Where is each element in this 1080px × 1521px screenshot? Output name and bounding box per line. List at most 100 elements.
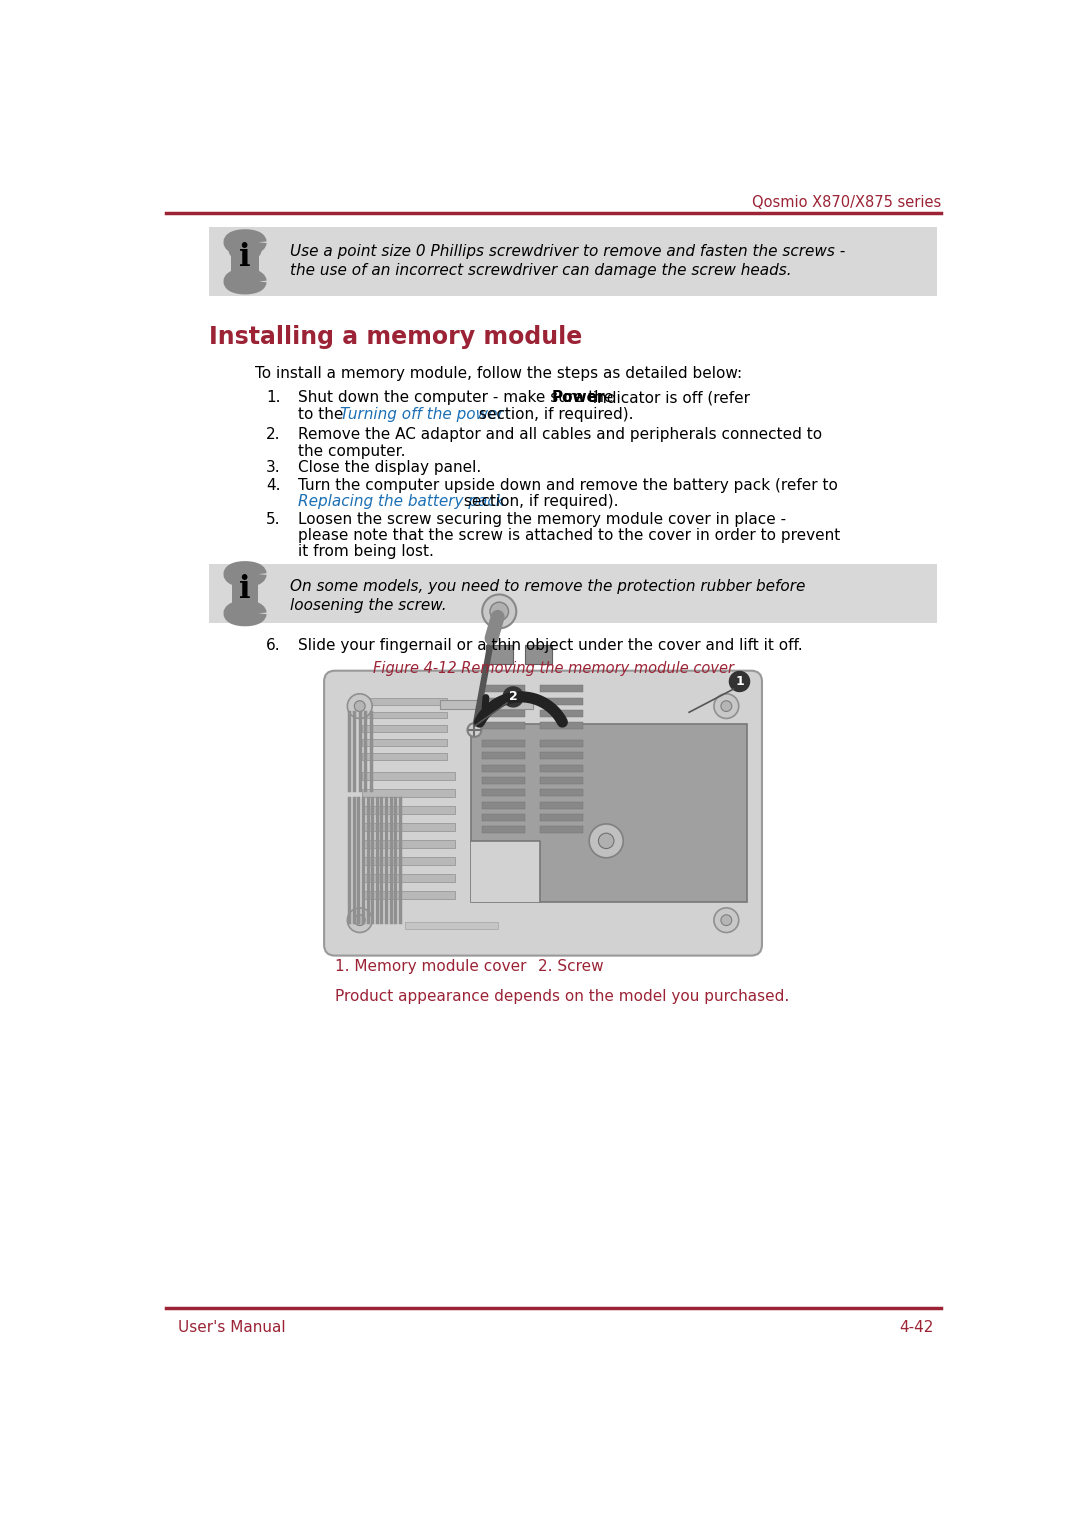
Text: Slide your fingernail or a thin object under the cover and lift it off.: Slide your fingernail or a thin object u…: [298, 639, 802, 654]
Text: Qosmio X870/X875 series: Qosmio X870/X875 series: [752, 195, 941, 210]
Circle shape: [714, 694, 739, 718]
Text: 4-42: 4-42: [899, 1320, 933, 1335]
Text: Turning off the power: Turning off the power: [339, 406, 503, 421]
Text: 6.: 6.: [266, 639, 281, 654]
Text: 2.: 2.: [266, 427, 281, 443]
Bar: [405, 922, 498, 929]
Bar: [362, 753, 447, 760]
Circle shape: [354, 701, 365, 712]
Text: Turn the computer upside down and remove the battery pack (refer to: Turn the computer upside down and remove…: [298, 478, 838, 493]
Bar: [362, 891, 455, 899]
Bar: [471, 841, 540, 902]
Text: to the: to the: [298, 406, 348, 421]
Text: 4.: 4.: [266, 478, 281, 493]
Text: Figure 4-12 Removing the memory module cover: Figure 4-12 Removing the memory module c…: [373, 662, 734, 677]
Bar: [362, 823, 455, 830]
Bar: [362, 789, 455, 797]
Bar: [540, 814, 583, 821]
Bar: [482, 710, 525, 716]
Circle shape: [490, 602, 509, 621]
Bar: [362, 875, 455, 882]
Circle shape: [482, 595, 516, 628]
Bar: [525, 645, 552, 663]
Text: 1: 1: [735, 675, 744, 687]
Bar: [540, 686, 583, 692]
Text: please note that the screw is attached to the cover in order to prevent: please note that the screw is attached t…: [298, 528, 840, 543]
Text: Use a point size 0 Phillips screwdriver to remove and fasten the screws -: Use a point size 0 Phillips screwdriver …: [291, 243, 846, 259]
Bar: [362, 712, 447, 718]
Text: Replacing the battery pack: Replacing the battery pack: [298, 494, 504, 510]
Bar: [482, 753, 525, 759]
Bar: [482, 722, 525, 729]
Text: 2. Screw: 2. Screw: [538, 958, 604, 973]
Text: User's Manual: User's Manual: [177, 1320, 285, 1335]
FancyBboxPatch shape: [471, 724, 747, 902]
Bar: [540, 789, 583, 795]
Circle shape: [503, 687, 524, 707]
Bar: [486, 645, 513, 663]
Circle shape: [354, 914, 365, 926]
Text: Power: Power: [551, 391, 605, 406]
Text: Remove the AC adaptor and all cables and peripherals connected to: Remove the AC adaptor and all cables and…: [298, 427, 822, 443]
Text: Installing a memory module: Installing a memory module: [208, 325, 582, 348]
Circle shape: [348, 908, 373, 932]
Polygon shape: [231, 240, 259, 283]
Circle shape: [729, 671, 750, 692]
Bar: [482, 826, 525, 834]
Text: 3.: 3.: [266, 459, 281, 475]
Bar: [482, 765, 525, 771]
Text: i: i: [240, 575, 251, 605]
Text: Loosen the screw securing the memory module cover in place -: Loosen the screw securing the memory mod…: [298, 513, 786, 528]
Circle shape: [721, 914, 732, 926]
Text: 5.: 5.: [266, 513, 281, 528]
Text: 1.: 1.: [266, 391, 281, 406]
Text: the use of an incorrect screwdriver can damage the screw heads.: the use of an incorrect screwdriver can …: [291, 263, 792, 278]
Bar: [540, 698, 583, 704]
Bar: [362, 726, 447, 732]
Circle shape: [714, 908, 739, 932]
Bar: [482, 814, 525, 821]
Circle shape: [590, 824, 623, 858]
Bar: [482, 698, 525, 704]
Bar: [540, 826, 583, 834]
Polygon shape: [232, 570, 258, 618]
Text: To install a memory module, follow the steps as detailed below:: To install a memory module, follow the s…: [255, 365, 742, 380]
Bar: [540, 765, 583, 771]
FancyBboxPatch shape: [324, 671, 762, 955]
Text: On some models, you need to remove the protection rubber before: On some models, you need to remove the p…: [291, 580, 806, 595]
Bar: [362, 840, 455, 847]
Text: section, if required).: section, if required).: [459, 494, 619, 510]
Text: indicator is off (refer: indicator is off (refer: [589, 391, 751, 406]
Circle shape: [721, 701, 732, 712]
Text: Product appearance depends on the model you purchased.: Product appearance depends on the model …: [335, 990, 789, 1004]
Bar: [208, 564, 937, 624]
Circle shape: [468, 722, 482, 736]
Bar: [482, 789, 525, 795]
Bar: [540, 802, 583, 809]
Bar: [540, 777, 583, 783]
Bar: [362, 856, 455, 865]
Bar: [482, 741, 525, 747]
Bar: [208, 227, 937, 297]
Bar: [362, 698, 447, 704]
Text: 2: 2: [509, 691, 517, 703]
Circle shape: [348, 694, 373, 718]
Text: 1. Memory module cover: 1. Memory module cover: [335, 958, 526, 973]
Bar: [482, 802, 525, 809]
Text: it from being lost.: it from being lost.: [298, 545, 434, 560]
Bar: [482, 777, 525, 783]
Text: Shut down the computer - make sure the: Shut down the computer - make sure the: [298, 391, 618, 406]
Bar: [362, 739, 447, 747]
Bar: [440, 700, 532, 709]
Bar: [482, 686, 525, 692]
Text: loosening the screw.: loosening the screw.: [291, 598, 447, 613]
Bar: [362, 806, 455, 814]
Bar: [540, 710, 583, 716]
Text: section, if required).: section, if required).: [474, 406, 634, 421]
Bar: [540, 741, 583, 747]
Circle shape: [598, 834, 613, 849]
Bar: [362, 773, 455, 780]
Text: the computer.: the computer.: [298, 444, 405, 458]
Bar: [540, 753, 583, 759]
Text: i: i: [240, 242, 251, 274]
